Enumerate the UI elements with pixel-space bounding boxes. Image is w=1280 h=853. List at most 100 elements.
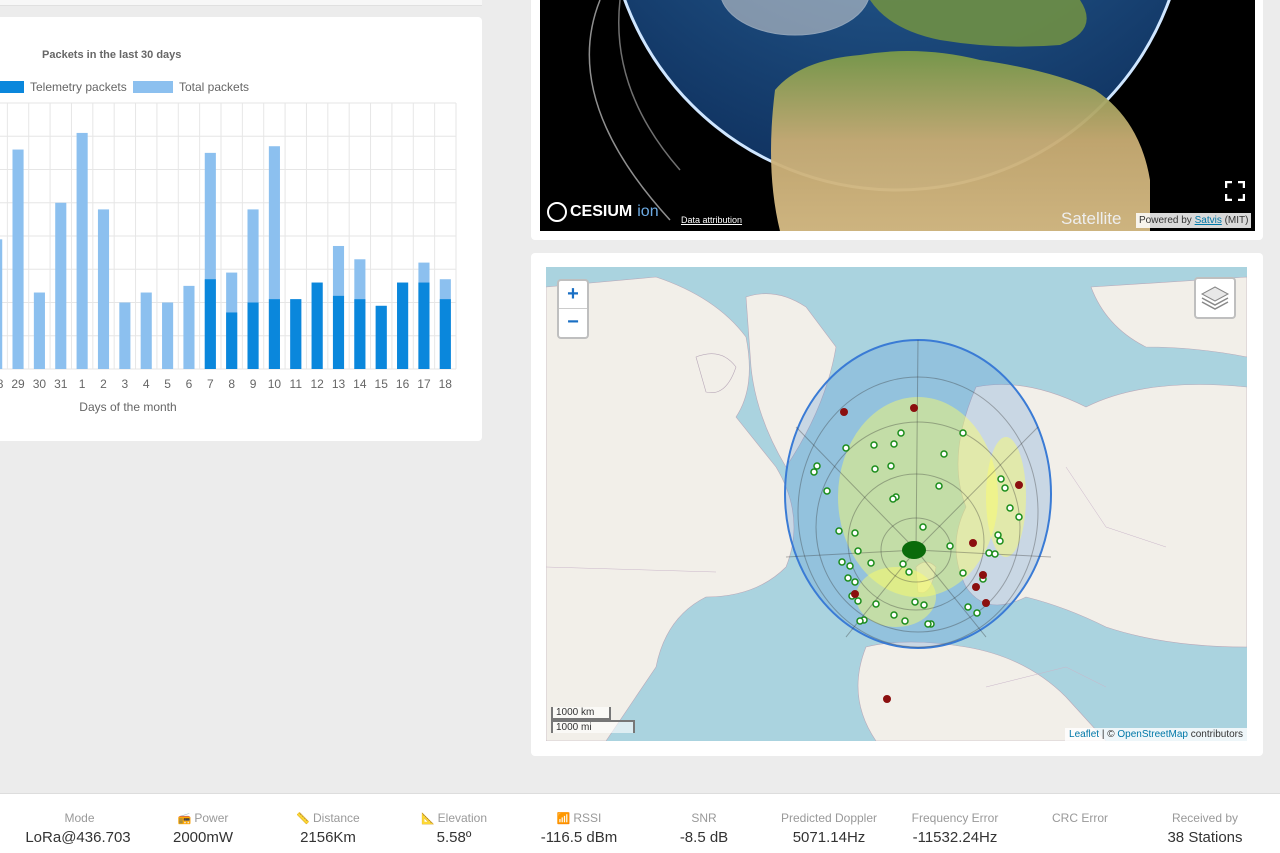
station-marker[interactable]: [856, 617, 864, 625]
station-marker[interactable]: [810, 468, 818, 476]
satvis-link[interactable]: Satvis: [1194, 215, 1222, 226]
station-marker[interactable]: [890, 440, 898, 448]
station-marker-offline[interactable]: [883, 695, 891, 703]
bar-total-10[interactable]: [268, 146, 280, 369]
station-marker-offline[interactable]: [910, 404, 918, 412]
bar-telemetry-7[interactable]: [204, 279, 216, 369]
bar-telemetry-12[interactable]: [311, 282, 323, 369]
x-tick-label: 15: [375, 377, 389, 391]
station-marker[interactable]: [997, 475, 1005, 483]
station-marker[interactable]: [871, 465, 879, 473]
station-marker[interactable]: [994, 531, 1002, 539]
station-marker[interactable]: [889, 495, 897, 503]
station-marker[interactable]: [973, 609, 981, 617]
osm-link[interactable]: OpenStreetMap: [1117, 729, 1188, 740]
bar-telemetry-9[interactable]: [247, 302, 259, 370]
station-marker[interactable]: [870, 441, 878, 449]
station-marker[interactable]: [854, 547, 862, 555]
station-marker[interactable]: [946, 542, 954, 550]
station-marker[interactable]: [887, 462, 895, 470]
station-marker[interactable]: [846, 562, 854, 570]
station-marker[interactable]: [842, 444, 850, 452]
bar-total-5[interactable]: [162, 302, 174, 370]
legend-total[interactable]: Total packets: [133, 80, 249, 94]
data-attribution-link[interactable]: Data attribution: [681, 215, 743, 225]
station-marker[interactable]: [1006, 504, 1014, 512]
bar-telemetry-15[interactable]: [375, 305, 387, 369]
station-marker[interactable]: [924, 620, 932, 628]
station-marker[interactable]: [854, 597, 862, 605]
legend-telemetry[interactable]: Telemetry packets: [0, 80, 127, 94]
bar-telemetry-13[interactable]: [332, 295, 345, 369]
bar-telemetry-16[interactable]: [397, 282, 409, 369]
station-marker[interactable]: [844, 574, 852, 582]
station-marker[interactable]: [940, 450, 948, 458]
station-marker[interactable]: [996, 537, 1004, 545]
triangle-ruler-icon: 📐: [420, 813, 435, 825]
layers-button[interactable]: [1194, 277, 1236, 319]
station-marker[interactable]: [985, 549, 993, 557]
bar-telemetry-8[interactable]: [226, 312, 238, 369]
bar-total-31[interactable]: [55, 202, 67, 369]
station-marker-offline[interactable]: [840, 408, 848, 416]
station-marker[interactable]: [897, 429, 905, 437]
bar-telemetry-14[interactable]: [354, 299, 366, 369]
bar-telemetry-17[interactable]: [418, 282, 430, 369]
station-marker[interactable]: [838, 558, 846, 566]
station-marker[interactable]: [851, 578, 859, 586]
bar-total-4[interactable]: [140, 292, 152, 369]
zoom-in-button[interactable]: +: [559, 281, 587, 309]
station-marker[interactable]: [1015, 513, 1023, 521]
coverage-map[interactable]: 1000 km 1000 mi Leaflet | © OpenStreetMa…: [546, 267, 1247, 741]
ground-stations[interactable]: [810, 404, 1023, 703]
stat-mode: Mode LoRa@436.703: [8, 794, 148, 846]
cesium-logo[interactable]: CESIUM ion: [547, 202, 659, 222]
station-marker[interactable]: [899, 560, 907, 568]
station-marker[interactable]: [823, 487, 831, 495]
station-marker[interactable]: [935, 482, 943, 490]
bar-total-28[interactable]: [0, 239, 3, 369]
station-marker[interactable]: [959, 429, 967, 437]
fullscreen-icon[interactable]: [1224, 180, 1246, 202]
station-marker[interactable]: [835, 527, 843, 535]
map-canvas[interactable]: [546, 267, 1247, 741]
bar-total-30[interactable]: [33, 292, 45, 369]
bar-telemetry-10[interactable]: [268, 299, 280, 369]
stat-crc-error-label: CRC Error: [1052, 811, 1108, 825]
bar-total-3[interactable]: [119, 302, 131, 370]
station-marker[interactable]: [872, 600, 880, 608]
bar-total-2[interactable]: [97, 209, 110, 369]
station-marker[interactable]: [890, 611, 898, 619]
station-marker[interactable]: [959, 569, 967, 577]
bar-telemetry-18[interactable]: [439, 299, 451, 369]
station-marker[interactable]: [919, 523, 927, 531]
station-marker[interactable]: [851, 529, 859, 537]
station-marker-offline[interactable]: [972, 583, 980, 591]
zoom-out-button[interactable]: −: [567, 311, 579, 333]
bar-total-1[interactable]: [76, 132, 88, 369]
globe-canvas[interactable]: [540, 0, 1255, 231]
x-tick-label: 2: [100, 377, 107, 391]
station-marker[interactable]: [905, 568, 913, 576]
station-marker-offline[interactable]: [969, 539, 977, 547]
bar-telemetry-11[interactable]: [290, 299, 302, 369]
station-marker[interactable]: [920, 601, 928, 609]
bar-total-7[interactable]: [204, 152, 216, 369]
station-marker[interactable]: [901, 617, 909, 625]
bar-total-9[interactable]: [247, 209, 259, 369]
station-marker[interactable]: [867, 559, 875, 567]
station-marker-offline[interactable]: [851, 590, 859, 598]
station-marker[interactable]: [964, 603, 972, 611]
station-marker-offline[interactable]: [979, 571, 987, 579]
leaflet-link[interactable]: Leaflet: [1069, 729, 1100, 740]
satellite-position-marker[interactable]: [902, 541, 926, 559]
station-marker-offline[interactable]: [982, 599, 990, 607]
station-marker[interactable]: [813, 462, 821, 470]
station-marker[interactable]: [911, 598, 919, 606]
station-marker-offline[interactable]: [1015, 481, 1023, 489]
satellite-globe-view[interactable]: CESIUM ion Data attribution Satellite Po…: [540, 0, 1255, 231]
station-marker[interactable]: [1001, 484, 1009, 492]
station-marker[interactable]: [991, 550, 999, 558]
bar-total-29[interactable]: [12, 149, 24, 369]
bar-total-6[interactable]: [183, 285, 195, 369]
